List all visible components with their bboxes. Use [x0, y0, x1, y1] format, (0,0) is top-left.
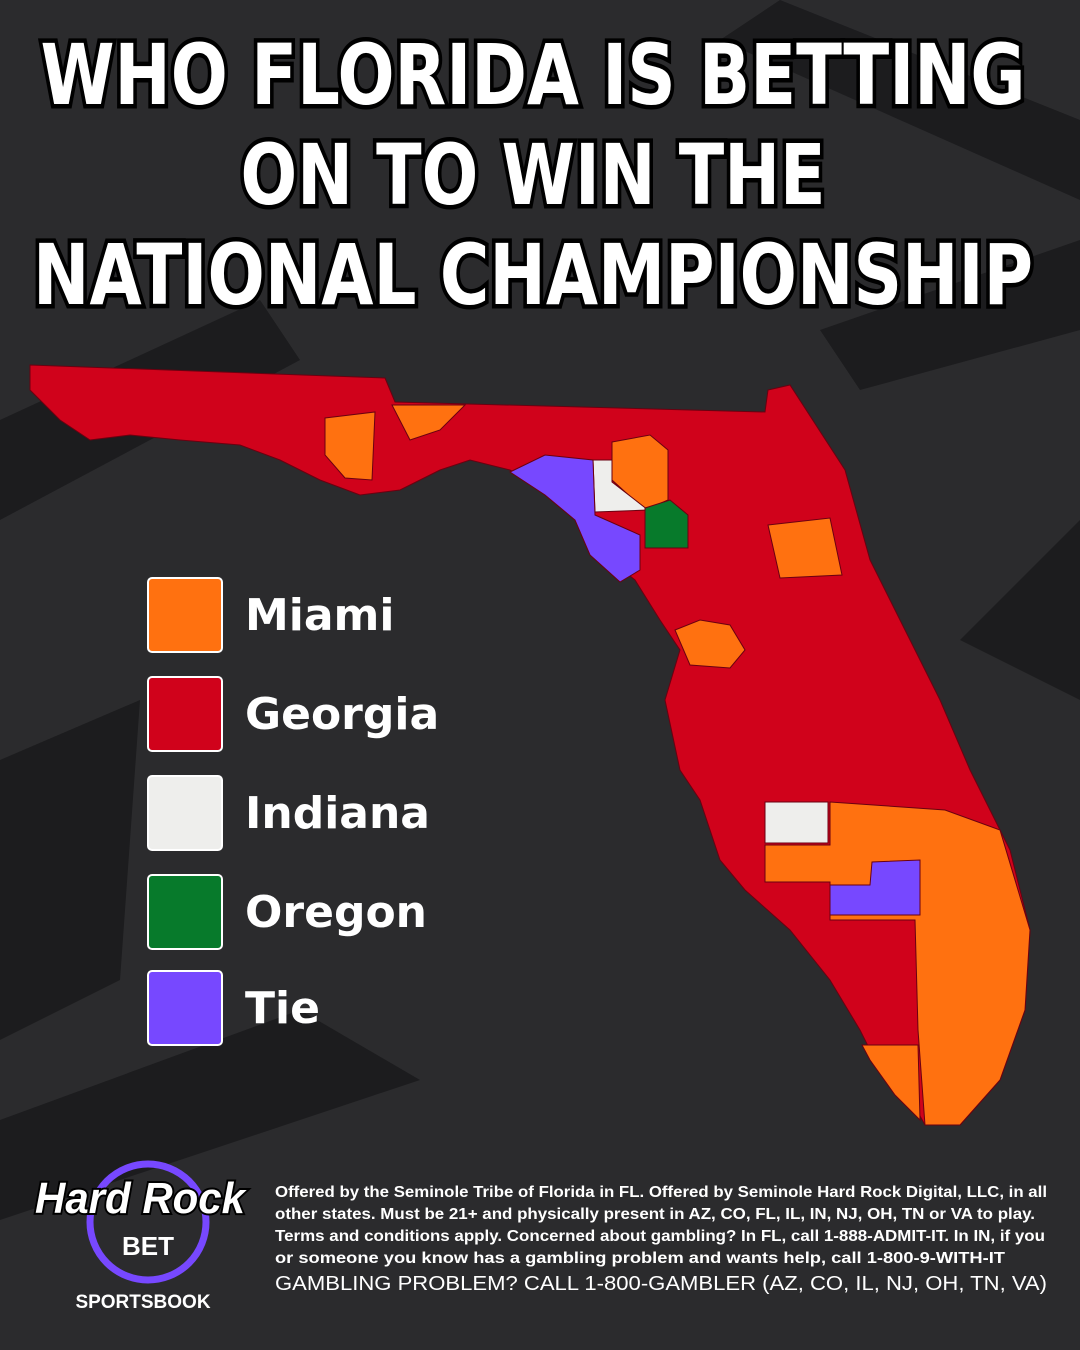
logo-product: SPORTSBOOK [75, 1292, 210, 1313]
region [861, 1044, 921, 1122]
legend-label: Miami [245, 590, 395, 641]
background-stripes [0, 0, 1080, 1220]
legend-label: Indiana [245, 788, 430, 839]
logo-ring [86, 1160, 210, 1284]
region [767, 517, 843, 579]
disclaimer-line: Terms and conditions apply. Concerned ab… [275, 1228, 1045, 1245]
helpline: GAMBLING PROBLEM? CALL 1-800-GAMBLER (AZ… [275, 1273, 1047, 1295]
logo: Hard Rock BET SPORTSBOOK [33, 1160, 249, 1313]
legend-label: Tie [245, 983, 320, 1034]
legend-label: Oregon [245, 887, 427, 938]
region [764, 801, 1031, 1126]
logo-bet: BET [122, 1231, 174, 1261]
region [764, 801, 829, 844]
title-line: ON TO WIN THE [241, 126, 826, 224]
legend-swatch [147, 577, 223, 653]
title-line: NATIONAL CHAMPIONSHIP [33, 226, 1033, 324]
legend-swatch [147, 775, 223, 851]
legend-swatch [147, 874, 223, 950]
region [829, 859, 921, 916]
legend-swatch [147, 970, 223, 1046]
disclaimer-line: other states. Must be 21+ and physically… [275, 1206, 1035, 1223]
region [644, 499, 689, 549]
region [391, 404, 467, 441]
disclaimer-line: or someone you know has a gambling probl… [275, 1250, 1006, 1267]
title-line: WHO FLORIDA IS BETTING [41, 26, 1026, 124]
legend: Miami Georgia Indiana Oregon Tie [147, 577, 439, 1046]
florida-map [29, 364, 1031, 1126]
region [674, 619, 746, 669]
legend-swatch [147, 676, 223, 752]
region [508, 454, 641, 583]
logo-brand: Hard Rock [35, 1174, 247, 1223]
footer: Offered by the Seminole Tribe of Florida… [275, 1184, 1047, 1295]
title: WHO FLORIDA IS BETTING ON TO WIN THE NAT… [29, 22, 1038, 329]
region [324, 411, 376, 481]
legend-label: Georgia [245, 689, 439, 740]
disclaimer-line: Offered by the Seminole Tribe of Florida… [275, 1184, 1047, 1201]
